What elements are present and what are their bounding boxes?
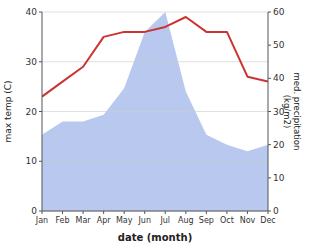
x-axis-label: date (month) bbox=[118, 232, 192, 243]
plot-area bbox=[42, 12, 268, 211]
x-tick-label: Jun bbox=[137, 216, 151, 225]
x-axis-line bbox=[42, 211, 268, 212]
x-tick-label: May bbox=[116, 216, 133, 225]
x-tick bbox=[185, 211, 186, 214]
x-tick-label: Apr bbox=[97, 216, 112, 225]
y2-tick bbox=[268, 12, 271, 13]
chart: 0102030400102030405060JanFebMarAprMayJun… bbox=[0, 0, 318, 247]
y-tick-label: 30 bbox=[26, 57, 38, 67]
x-tick-label: Mar bbox=[76, 216, 92, 225]
x-tick bbox=[124, 211, 125, 214]
y2-tick-label: 10 bbox=[273, 173, 285, 183]
x-tick-label: Aug bbox=[178, 216, 194, 225]
x-tick-label: Sep bbox=[199, 216, 214, 225]
x-tick bbox=[247, 211, 248, 214]
grid-line bbox=[42, 111, 268, 112]
x-tick bbox=[268, 211, 269, 214]
x-tick-label: Jan bbox=[35, 216, 48, 225]
y2-tick bbox=[268, 177, 271, 178]
y-tick bbox=[39, 12, 42, 13]
y-tick bbox=[39, 161, 42, 162]
y2-tick bbox=[268, 111, 271, 112]
x-tick bbox=[226, 211, 227, 214]
y2-tick bbox=[268, 78, 271, 79]
grid-line bbox=[42, 211, 268, 212]
x-tick bbox=[103, 211, 104, 214]
y-tick-label: 0 bbox=[31, 206, 37, 216]
x-tick bbox=[206, 211, 207, 214]
x-tick bbox=[144, 211, 145, 214]
x-tick-label: Dec bbox=[260, 216, 275, 225]
line-layer bbox=[42, 17, 268, 97]
x-tick bbox=[83, 211, 84, 214]
y-tick-label: 40 bbox=[26, 7, 38, 17]
x-tick-label: Oct bbox=[220, 216, 234, 225]
precipitation-area bbox=[42, 12, 268, 211]
y2-tick bbox=[268, 144, 271, 145]
y-tick bbox=[39, 111, 42, 112]
x-tick-label: Feb bbox=[55, 216, 69, 225]
y2-tick-label: 40 bbox=[273, 73, 285, 83]
y-tick-label: 10 bbox=[26, 156, 38, 166]
y-tick bbox=[39, 61, 42, 62]
y2-tick-label: 60 bbox=[273, 7, 285, 17]
x-tick bbox=[62, 211, 63, 214]
x-tick bbox=[42, 211, 43, 214]
y2-axis-label: med. precipitation(kg/m2) bbox=[282, 73, 302, 151]
y2-tick-label: 50 bbox=[273, 40, 285, 50]
y-axis-label: max temp (C) bbox=[3, 80, 13, 142]
y-tick-label: 20 bbox=[26, 107, 38, 117]
grid-line bbox=[42, 161, 268, 162]
x-tick bbox=[165, 211, 166, 214]
axes: 0102030400102030405060JanFebMarAprMayJun… bbox=[26, 7, 285, 225]
x-tick-label: Jul bbox=[159, 216, 170, 225]
grid-line bbox=[42, 61, 268, 62]
y2-tick bbox=[268, 45, 271, 46]
x-tick-label: Nov bbox=[240, 216, 256, 225]
y2-tick-label: 0 bbox=[273, 206, 279, 216]
grid bbox=[42, 12, 268, 211]
temperature-line bbox=[42, 17, 268, 97]
y2-tick-label: 20 bbox=[273, 140, 285, 150]
grid-line bbox=[42, 12, 268, 13]
